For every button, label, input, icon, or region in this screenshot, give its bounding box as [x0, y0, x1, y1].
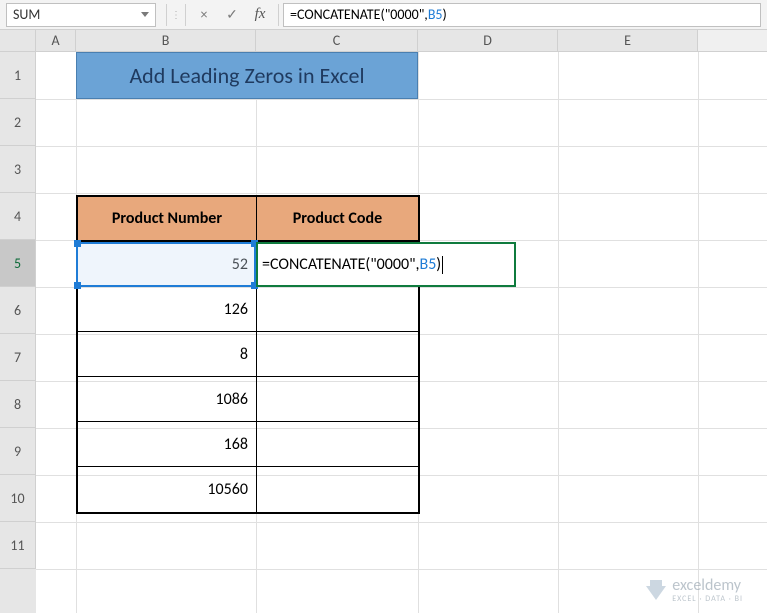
col-header-c[interactable]: C [256, 30, 418, 51]
cell-b9[interactable]: 168 [78, 422, 257, 467]
gridline [36, 99, 767, 100]
cell-c5[interactable] [257, 242, 418, 287]
table-row: 10560 [78, 467, 418, 512]
col-header-a[interactable]: A [36, 30, 76, 51]
row-header-3[interactable]: 3 [0, 146, 36, 193]
row-header-1[interactable]: 1 [0, 52, 36, 99]
row-header-7[interactable]: 7 [0, 334, 36, 381]
cell-c8[interactable] [257, 377, 418, 422]
editing-formula-suffix: ) [436, 255, 441, 274]
watermark-tagline: EXCEL · DATA · BI [672, 595, 743, 603]
watermark-brand: exceldemy [672, 576, 741, 595]
table-row: 52 [78, 242, 418, 287]
formula-bar: SUM ⋮ × ✓ fx =CONCATENATE("0000",B5) [0, 0, 767, 30]
data-table: Product Number Product Code 52 126 8 108… [76, 195, 420, 514]
cell-c7[interactable] [257, 332, 418, 377]
cell-b7[interactable]: 8 [78, 332, 257, 377]
gridline [558, 52, 559, 613]
gridline [36, 522, 767, 523]
watermark: exceldemy EXCEL · DATA · BI [646, 576, 743, 603]
text-cursor [442, 256, 443, 274]
table-row: 1086 [78, 377, 418, 422]
check-icon: ✓ [226, 6, 238, 23]
name-box-value: SUM [13, 6, 141, 23]
cells-canvas[interactable]: Add Leading Zeros in Excel Product Numbe… [36, 52, 767, 613]
row-header-6[interactable]: 6 [0, 287, 36, 334]
gridline [36, 193, 767, 194]
cell-c6[interactable] [257, 287, 418, 332]
row-header-5[interactable]: 5 [0, 240, 36, 287]
insert-function-button[interactable]: fx [246, 3, 274, 27]
formula-text-prefix: =CONCATENATE("0000", [290, 6, 428, 23]
divider [185, 4, 186, 26]
gridline [36, 569, 767, 570]
formula-input[interactable]: =CONCATENATE("0000",B5) [283, 3, 761, 27]
cell-b5[interactable]: 52 [78, 242, 257, 287]
close-icon: × [201, 6, 208, 23]
grid-area: 1 2 3 4 5 6 7 8 9 10 11 Add Leading Zero… [0, 52, 767, 613]
gridline [698, 52, 699, 613]
table-row: 168 [78, 422, 418, 467]
cell-b8[interactable]: 1086 [78, 377, 257, 422]
fx-icon: fx [255, 6, 266, 23]
cell-b6[interactable]: 126 [78, 287, 257, 332]
chevron-down-icon[interactable] [141, 12, 149, 17]
column-headers: A B C D E [0, 30, 767, 52]
row-header-4[interactable]: 4 [0, 193, 36, 240]
divider [278, 4, 279, 26]
formula-text-suffix: ) [443, 6, 447, 23]
editing-formula-ref: B5 [419, 255, 436, 274]
table-row: 126 [78, 287, 418, 332]
cancel-button[interactable]: × [190, 3, 218, 27]
table-row: 8 [78, 332, 418, 377]
name-box[interactable]: SUM [6, 3, 156, 27]
row-header-2[interactable]: 2 [0, 99, 36, 146]
enter-button[interactable]: ✓ [218, 3, 246, 27]
col-header-b[interactable]: B [76, 30, 256, 51]
col-header-e[interactable]: E [558, 30, 698, 51]
row-header-11[interactable]: 11 [0, 522, 36, 569]
col-header-d[interactable]: D [418, 30, 558, 51]
cell-c9[interactable] [257, 422, 418, 467]
divider [166, 4, 167, 26]
row-header-10[interactable]: 10 [0, 475, 36, 522]
exceldemy-logo-icon [646, 580, 666, 600]
page-title: Add Leading Zeros in Excel [76, 52, 418, 99]
cell-c10[interactable] [257, 467, 418, 512]
col-header-product-code: Product Code [257, 197, 418, 242]
cell-b10[interactable]: 10560 [78, 467, 257, 512]
table-header-row: Product Number Product Code [78, 197, 418, 242]
row-header-8[interactable]: 8 [0, 381, 36, 428]
row-headers: 1 2 3 4 5 6 7 8 9 10 11 [0, 52, 36, 613]
drag-handle-icon[interactable]: ⋮ [171, 13, 181, 17]
select-all-corner[interactable] [0, 30, 36, 51]
row-header-9[interactable]: 9 [0, 428, 36, 475]
gridline [36, 146, 767, 147]
col-header-product-number: Product Number [78, 197, 257, 242]
formula-cell-ref: B5 [428, 6, 443, 23]
